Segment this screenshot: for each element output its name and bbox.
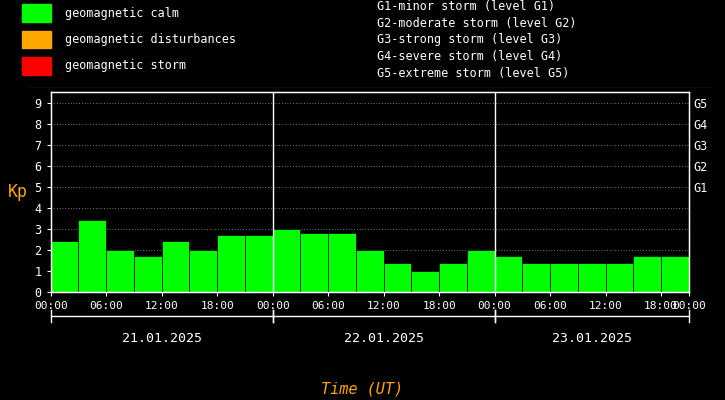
Bar (356, 250, 384, 292)
Bar (134, 256, 162, 292)
Bar (51, 242, 78, 292)
Bar (78, 220, 107, 292)
Bar (22, 31, 51, 48)
Bar (439, 262, 467, 292)
Bar (661, 256, 689, 292)
Text: Time (UT): Time (UT) (321, 381, 404, 396)
Text: geomagnetic storm: geomagnetic storm (65, 60, 186, 72)
Bar (22, 4, 51, 22)
Text: Kp: Kp (8, 183, 28, 201)
Text: G2-moderate storm (level G2): G2-moderate storm (level G2) (377, 17, 576, 30)
Bar (578, 262, 605, 292)
Text: geomagnetic disturbances: geomagnetic disturbances (65, 33, 236, 46)
Bar (411, 271, 439, 292)
Text: geomagnetic calm: geomagnetic calm (65, 7, 179, 20)
Text: G3-strong storm (level G3): G3-strong storm (level G3) (377, 34, 563, 46)
Bar (328, 233, 356, 292)
Bar (550, 262, 578, 292)
Bar (633, 256, 661, 292)
Bar (522, 262, 550, 292)
Bar (494, 256, 522, 292)
Bar (189, 250, 217, 292)
Bar (218, 235, 245, 292)
Bar (300, 233, 328, 292)
Bar (107, 250, 134, 292)
Text: G1-minor storm (level G1): G1-minor storm (level G1) (377, 0, 555, 13)
Bar (384, 262, 411, 292)
Bar (22, 57, 51, 75)
Text: 22.01.2025: 22.01.2025 (344, 332, 423, 345)
Text: 21.01.2025: 21.01.2025 (122, 332, 202, 345)
Bar (605, 262, 633, 292)
Text: 23.01.2025: 23.01.2025 (552, 332, 631, 345)
Bar (245, 235, 273, 292)
Bar (467, 250, 494, 292)
Bar (273, 229, 300, 292)
Text: G4-severe storm (level G4): G4-severe storm (level G4) (377, 50, 563, 63)
Text: G5-extreme storm (level G5): G5-extreme storm (level G5) (377, 67, 569, 80)
Bar (162, 242, 189, 292)
